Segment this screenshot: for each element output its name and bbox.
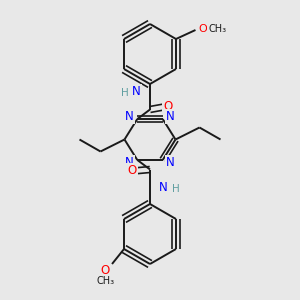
Text: N: N: [166, 156, 175, 169]
Text: O: O: [128, 164, 136, 178]
Text: O: O: [199, 23, 207, 34]
Text: CH₃: CH₃: [208, 23, 226, 34]
Text: N: N: [125, 110, 134, 123]
Text: CH₃: CH₃: [96, 275, 115, 286]
Text: N: N: [132, 85, 141, 98]
Text: N: N: [166, 110, 175, 123]
Text: N: N: [125, 156, 134, 169]
Text: O: O: [101, 263, 110, 277]
Text: H: H: [172, 184, 179, 194]
Text: H: H: [121, 88, 128, 98]
Text: O: O: [164, 100, 172, 113]
Text: N: N: [159, 181, 168, 194]
